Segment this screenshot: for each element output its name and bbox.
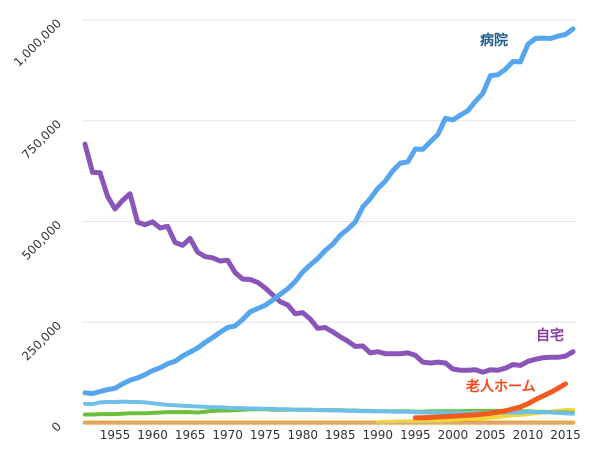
series-label-0: 病院 (480, 32, 508, 49)
x-tick-label: 1960 (137, 428, 168, 442)
x-tick-label: 1970 (212, 428, 243, 442)
x-tick-label: 1995 (400, 428, 431, 442)
series-label-2: 老人ホーム (466, 378, 536, 395)
x-tick-label: 1965 (175, 428, 206, 442)
x-tick-labels: 1955 1960 1965 1970 1975 1980 1985 1990 1995 2000… (100, 428, 581, 442)
series-line-2 (412, 381, 568, 421)
series-label-1: 自宅 (536, 327, 564, 344)
series-line-0 (82, 26, 576, 397)
y-tick-label: 750,000 (19, 117, 64, 162)
y-tick-label: 250,000 (19, 318, 64, 363)
x-tick-label: 2015 (550, 428, 581, 442)
x-tick-label: 1990 (363, 428, 394, 442)
grid (82, 19, 576, 323)
y-tick-labels: 0 250,000 500,000 750,000 1,000,000 (11, 16, 64, 434)
y-tick-label: 1,000,000 (11, 16, 64, 69)
x-tick-label: 1985 (325, 428, 356, 442)
x-tick-label: 2010 (513, 428, 544, 442)
x-tick-label: 2000 (438, 428, 469, 442)
x-tick-label: 1980 (287, 428, 318, 442)
x-tick-label: 2005 (475, 428, 506, 442)
y-tick-label: 0 (49, 419, 64, 434)
series-line-1 (82, 141, 576, 375)
x-tick-label: 1955 (100, 428, 131, 442)
x-tick-label: 1975 (250, 428, 281, 442)
series-layer (82, 26, 576, 425)
y-tick-label: 500,000 (19, 218, 64, 263)
